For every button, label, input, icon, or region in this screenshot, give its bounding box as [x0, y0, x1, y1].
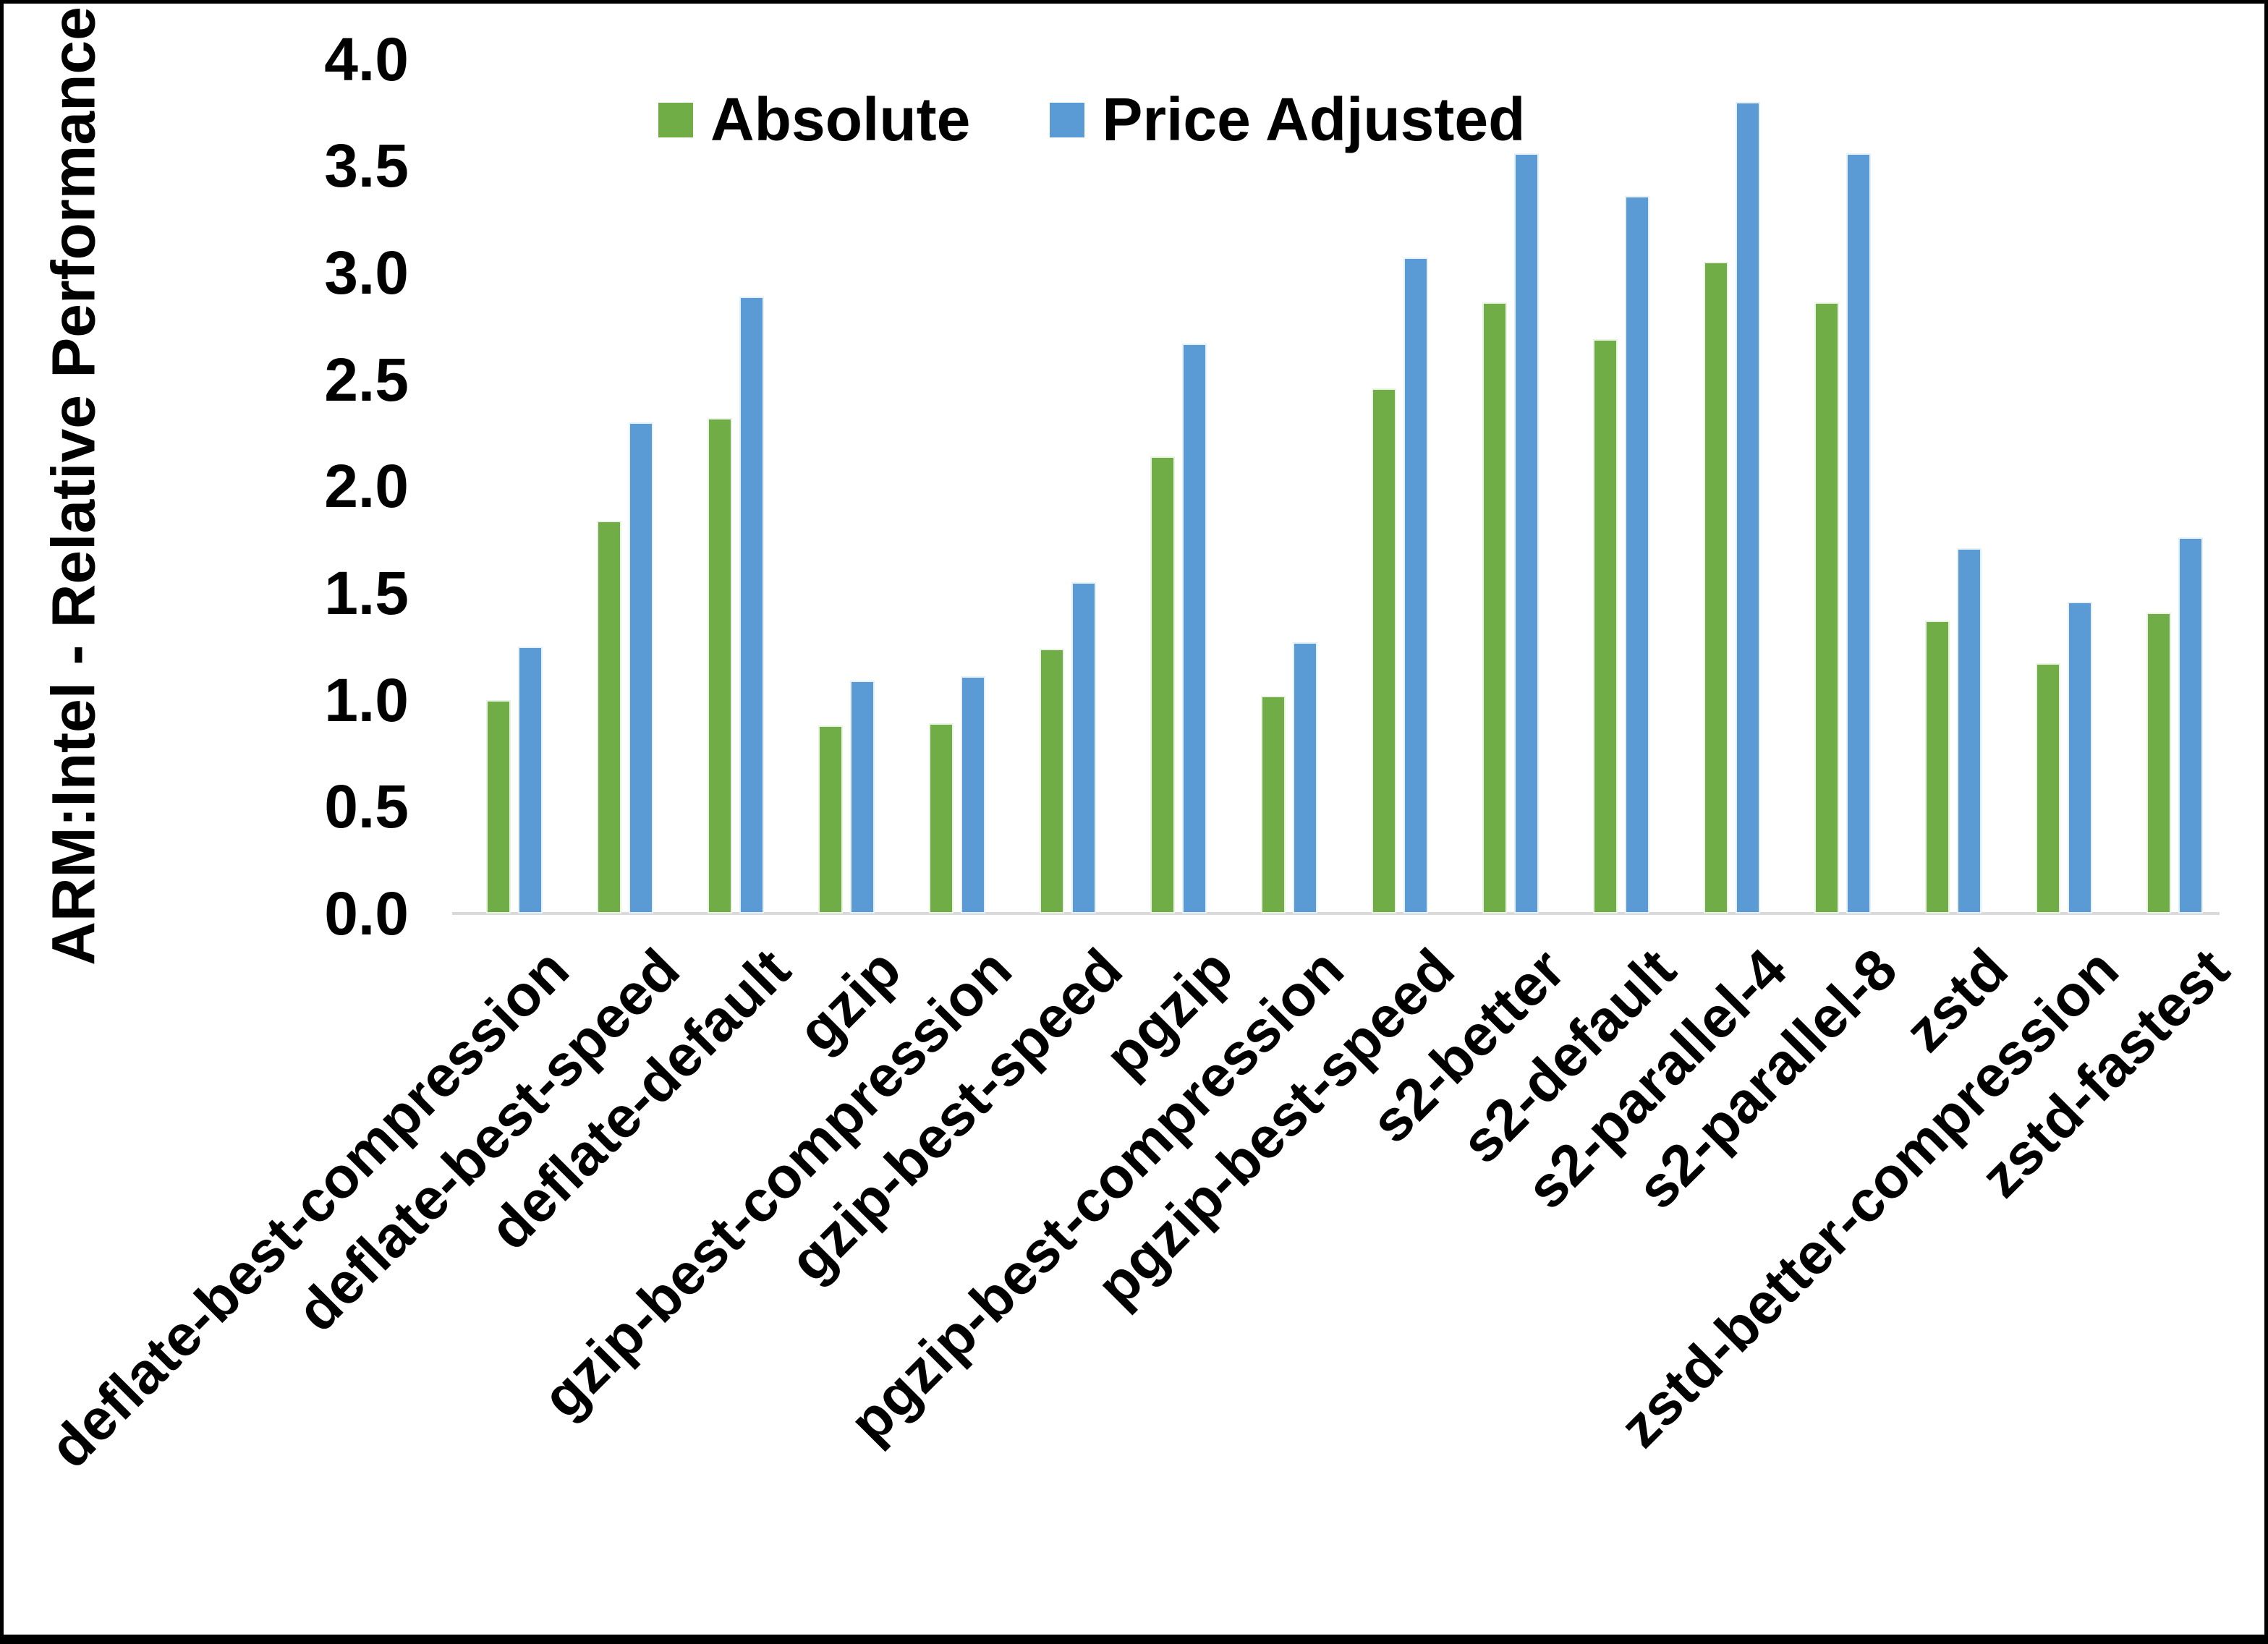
y-tick-label: 3.0 [324, 239, 409, 307]
bar-absolute-gzip-best-compression [928, 723, 954, 913]
bar-price-adjusted-zstd-better-compression [2067, 601, 2093, 913]
y-tick-label: 0.0 [324, 880, 409, 947]
bar-absolute-s2-parallel-4 [1703, 262, 1729, 913]
legend-swatch-icon [658, 102, 693, 137]
bar-absolute-zstd-fastest [2146, 612, 2172, 913]
legend-label: Absolute [710, 85, 971, 153]
bar-absolute-zstd-better-compression [2035, 663, 2061, 913]
y-axis-title: ARM:Intel - Relative Performance [39, 7, 108, 966]
bar-price-adjusted-deflate-best-speed [628, 422, 654, 913]
bar-absolute-pgzip-best-compression [1260, 695, 1286, 913]
legend-label: Price Adjusted [1102, 85, 1526, 153]
legend: Absolute Price Adjusted [658, 85, 1525, 155]
bar-absolute-pgzip [1150, 456, 1176, 913]
legend-item-absolute: Absolute [658, 85, 970, 155]
bar-price-adjusted-s2-parallel-4 [1735, 101, 1761, 913]
bar-price-adjusted-zstd-fastest [2178, 537, 2204, 913]
bar-absolute-pgzip-best-speed [1371, 388, 1397, 913]
bar-absolute-deflate-best-compression [485, 699, 511, 913]
bar-absolute-s2-parallel-8 [1814, 302, 1840, 913]
bar-price-adjusted-s2-better [1513, 153, 1539, 913]
bar-absolute-gzip [817, 725, 844, 913]
bar-price-adjusted-pgzip [1181, 343, 1207, 913]
bar-absolute-gzip-best-speed [1039, 648, 1065, 913]
bar-absolute-deflate-default [707, 417, 733, 913]
y-tick-label: 1.5 [324, 559, 409, 628]
bar-absolute-s2-better [1482, 302, 1508, 913]
y-tick-label: 0.5 [324, 772, 409, 841]
y-tick-label: 1.0 [324, 665, 409, 734]
bottom-border-bar [4, 1635, 2264, 1644]
bar-absolute-deflate-best-speed [596, 520, 622, 913]
bar-price-adjusted-pgzip-best-speed [1403, 257, 1429, 913]
bar-price-adjusted-s2-parallel-8 [1846, 153, 1872, 913]
legend-swatch-icon [1050, 102, 1085, 137]
bar-absolute-s2-default [1592, 338, 1618, 913]
bar-price-adjusted-zstd [1956, 548, 1982, 913]
y-tick-label: 2.5 [324, 345, 409, 414]
bar-price-adjusted-deflate-default [739, 296, 765, 913]
y-tick-label: 3.5 [324, 132, 409, 200]
x-axis-line [452, 912, 2220, 915]
bar-price-adjusted-pgzip-best-compression [1292, 642, 1318, 913]
y-tick-label: 4.0 [324, 25, 409, 93]
bar-price-adjusted-s2-default [1624, 195, 1650, 913]
bar-absolute-zstd [1924, 621, 1950, 913]
legend-item-price-adjusted: Price Adjusted [1050, 85, 1525, 155]
bar-price-adjusted-deflate-best-compression [517, 646, 543, 913]
bar-price-adjusted-gzip-best-compression [960, 676, 986, 913]
bar-price-adjusted-gzip-best-speed [1071, 582, 1097, 913]
bar-price-adjusted-gzip [849, 681, 875, 913]
y-tick-label: 2.0 [324, 452, 409, 521]
